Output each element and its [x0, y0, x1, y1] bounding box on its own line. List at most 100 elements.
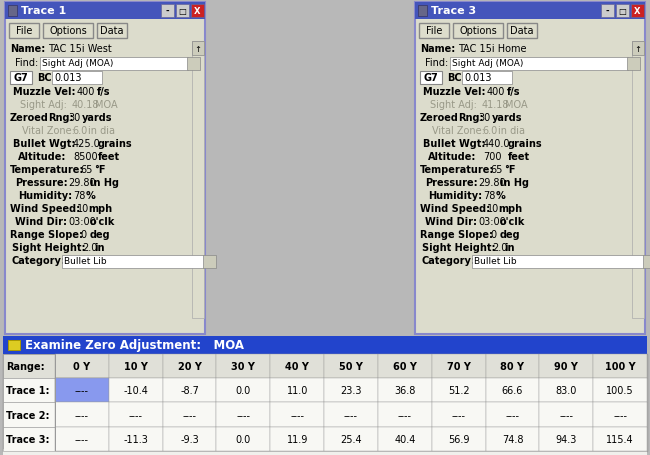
Text: Data: Data — [100, 26, 124, 36]
Text: in dia: in dia — [498, 126, 525, 136]
FancyBboxPatch shape — [472, 255, 644, 268]
FancyBboxPatch shape — [191, 5, 204, 18]
FancyBboxPatch shape — [3, 403, 647, 427]
FancyBboxPatch shape — [55, 427, 109, 451]
Text: Trace 3: Trace 3 — [431, 6, 476, 16]
Text: □: □ — [179, 7, 187, 16]
FancyBboxPatch shape — [627, 58, 640, 71]
Text: Zeroed: Zeroed — [10, 113, 49, 123]
Text: ----: ---- — [75, 434, 89, 444]
Text: Name:: Name: — [420, 44, 455, 54]
FancyBboxPatch shape — [43, 24, 93, 39]
FancyBboxPatch shape — [10, 72, 32, 85]
Text: %: % — [86, 191, 96, 201]
Text: yards: yards — [82, 113, 112, 123]
FancyBboxPatch shape — [109, 427, 162, 451]
Text: deg: deg — [90, 229, 110, 239]
Text: 6.0: 6.0 — [482, 126, 497, 136]
FancyBboxPatch shape — [324, 354, 378, 379]
Text: -11.3: -11.3 — [124, 434, 148, 444]
Text: Altitude:: Altitude: — [428, 152, 476, 162]
FancyBboxPatch shape — [55, 379, 109, 403]
Text: Trace 1: Trace 1 — [21, 6, 66, 16]
Text: 0: 0 — [490, 229, 496, 239]
FancyBboxPatch shape — [270, 403, 324, 427]
Text: □: □ — [619, 7, 627, 16]
FancyBboxPatch shape — [55, 403, 109, 427]
Text: Humidity:: Humidity: — [428, 191, 482, 201]
Text: X: X — [194, 7, 201, 16]
Text: G7: G7 — [424, 73, 438, 83]
FancyBboxPatch shape — [3, 449, 647, 455]
FancyBboxPatch shape — [5, 3, 205, 334]
Text: Category:: Category: — [422, 255, 476, 265]
FancyBboxPatch shape — [3, 427, 647, 451]
FancyBboxPatch shape — [109, 354, 162, 379]
Text: ↑: ↑ — [194, 45, 202, 53]
Text: Sight Adj:: Sight Adj: — [430, 100, 477, 110]
FancyBboxPatch shape — [3, 354, 647, 379]
Text: Trace 2:: Trace 2: — [6, 410, 49, 420]
Text: -: - — [166, 7, 169, 16]
Text: 400: 400 — [77, 87, 96, 97]
Text: ----: ---- — [613, 410, 627, 420]
FancyBboxPatch shape — [55, 379, 109, 403]
Text: 30: 30 — [68, 113, 80, 123]
Text: 25.4: 25.4 — [340, 434, 362, 444]
Text: 10: 10 — [77, 203, 89, 213]
FancyBboxPatch shape — [55, 354, 109, 379]
FancyBboxPatch shape — [540, 354, 593, 379]
FancyBboxPatch shape — [486, 354, 540, 379]
FancyBboxPatch shape — [216, 354, 270, 379]
Text: 65: 65 — [80, 165, 92, 175]
FancyBboxPatch shape — [3, 354, 647, 451]
FancyBboxPatch shape — [162, 354, 216, 379]
Text: 03:00: 03:00 — [478, 217, 506, 227]
Text: Examine Zero Adjustment:   MOA: Examine Zero Adjustment: MOA — [25, 339, 244, 352]
Text: 0: 0 — [80, 229, 86, 239]
Text: -8.7: -8.7 — [180, 385, 199, 395]
Text: o'clk: o'clk — [500, 217, 525, 227]
Text: 51.2: 51.2 — [448, 385, 469, 395]
Text: grains: grains — [98, 139, 133, 149]
Text: X: X — [634, 7, 641, 16]
Text: 56.9: 56.9 — [448, 434, 469, 444]
FancyBboxPatch shape — [8, 6, 17, 17]
FancyBboxPatch shape — [432, 354, 486, 379]
Text: Options: Options — [459, 26, 497, 36]
FancyBboxPatch shape — [593, 403, 647, 427]
Text: 100.5: 100.5 — [606, 385, 634, 395]
Text: 10 Y: 10 Y — [124, 361, 148, 371]
Text: 03:00: 03:00 — [68, 217, 96, 227]
FancyBboxPatch shape — [486, 403, 540, 427]
FancyBboxPatch shape — [216, 403, 270, 427]
FancyBboxPatch shape — [415, 3, 645, 20]
Text: Sight Adj (MOA): Sight Adj (MOA) — [42, 59, 113, 68]
FancyBboxPatch shape — [216, 379, 270, 403]
FancyBboxPatch shape — [378, 379, 432, 403]
FancyBboxPatch shape — [593, 427, 647, 451]
Text: 0.0: 0.0 — [236, 385, 251, 395]
FancyBboxPatch shape — [324, 427, 378, 451]
FancyBboxPatch shape — [109, 403, 162, 427]
Text: 66.6: 66.6 — [502, 385, 523, 395]
Text: 11.0: 11.0 — [287, 385, 308, 395]
Text: ----: ---- — [129, 410, 143, 420]
Text: Muzzle Vel:: Muzzle Vel: — [13, 87, 75, 97]
Text: deg: deg — [500, 229, 521, 239]
Text: Data: Data — [510, 26, 534, 36]
Text: 40.4: 40.4 — [394, 434, 415, 444]
Text: 2.0: 2.0 — [492, 243, 508, 253]
FancyBboxPatch shape — [9, 24, 39, 39]
Text: G7: G7 — [14, 73, 29, 83]
FancyBboxPatch shape — [3, 379, 647, 403]
FancyBboxPatch shape — [432, 403, 486, 427]
FancyBboxPatch shape — [192, 42, 204, 56]
Text: 0.0: 0.0 — [236, 434, 251, 444]
Text: 23.3: 23.3 — [340, 385, 362, 395]
Text: o'clk: o'clk — [90, 217, 116, 227]
Text: Bullet Wgt:: Bullet Wgt: — [13, 139, 75, 149]
Text: TAC 15i Home: TAC 15i Home — [458, 44, 526, 54]
Text: °F: °F — [94, 165, 105, 175]
Text: Trace 3:: Trace 3: — [6, 434, 49, 444]
